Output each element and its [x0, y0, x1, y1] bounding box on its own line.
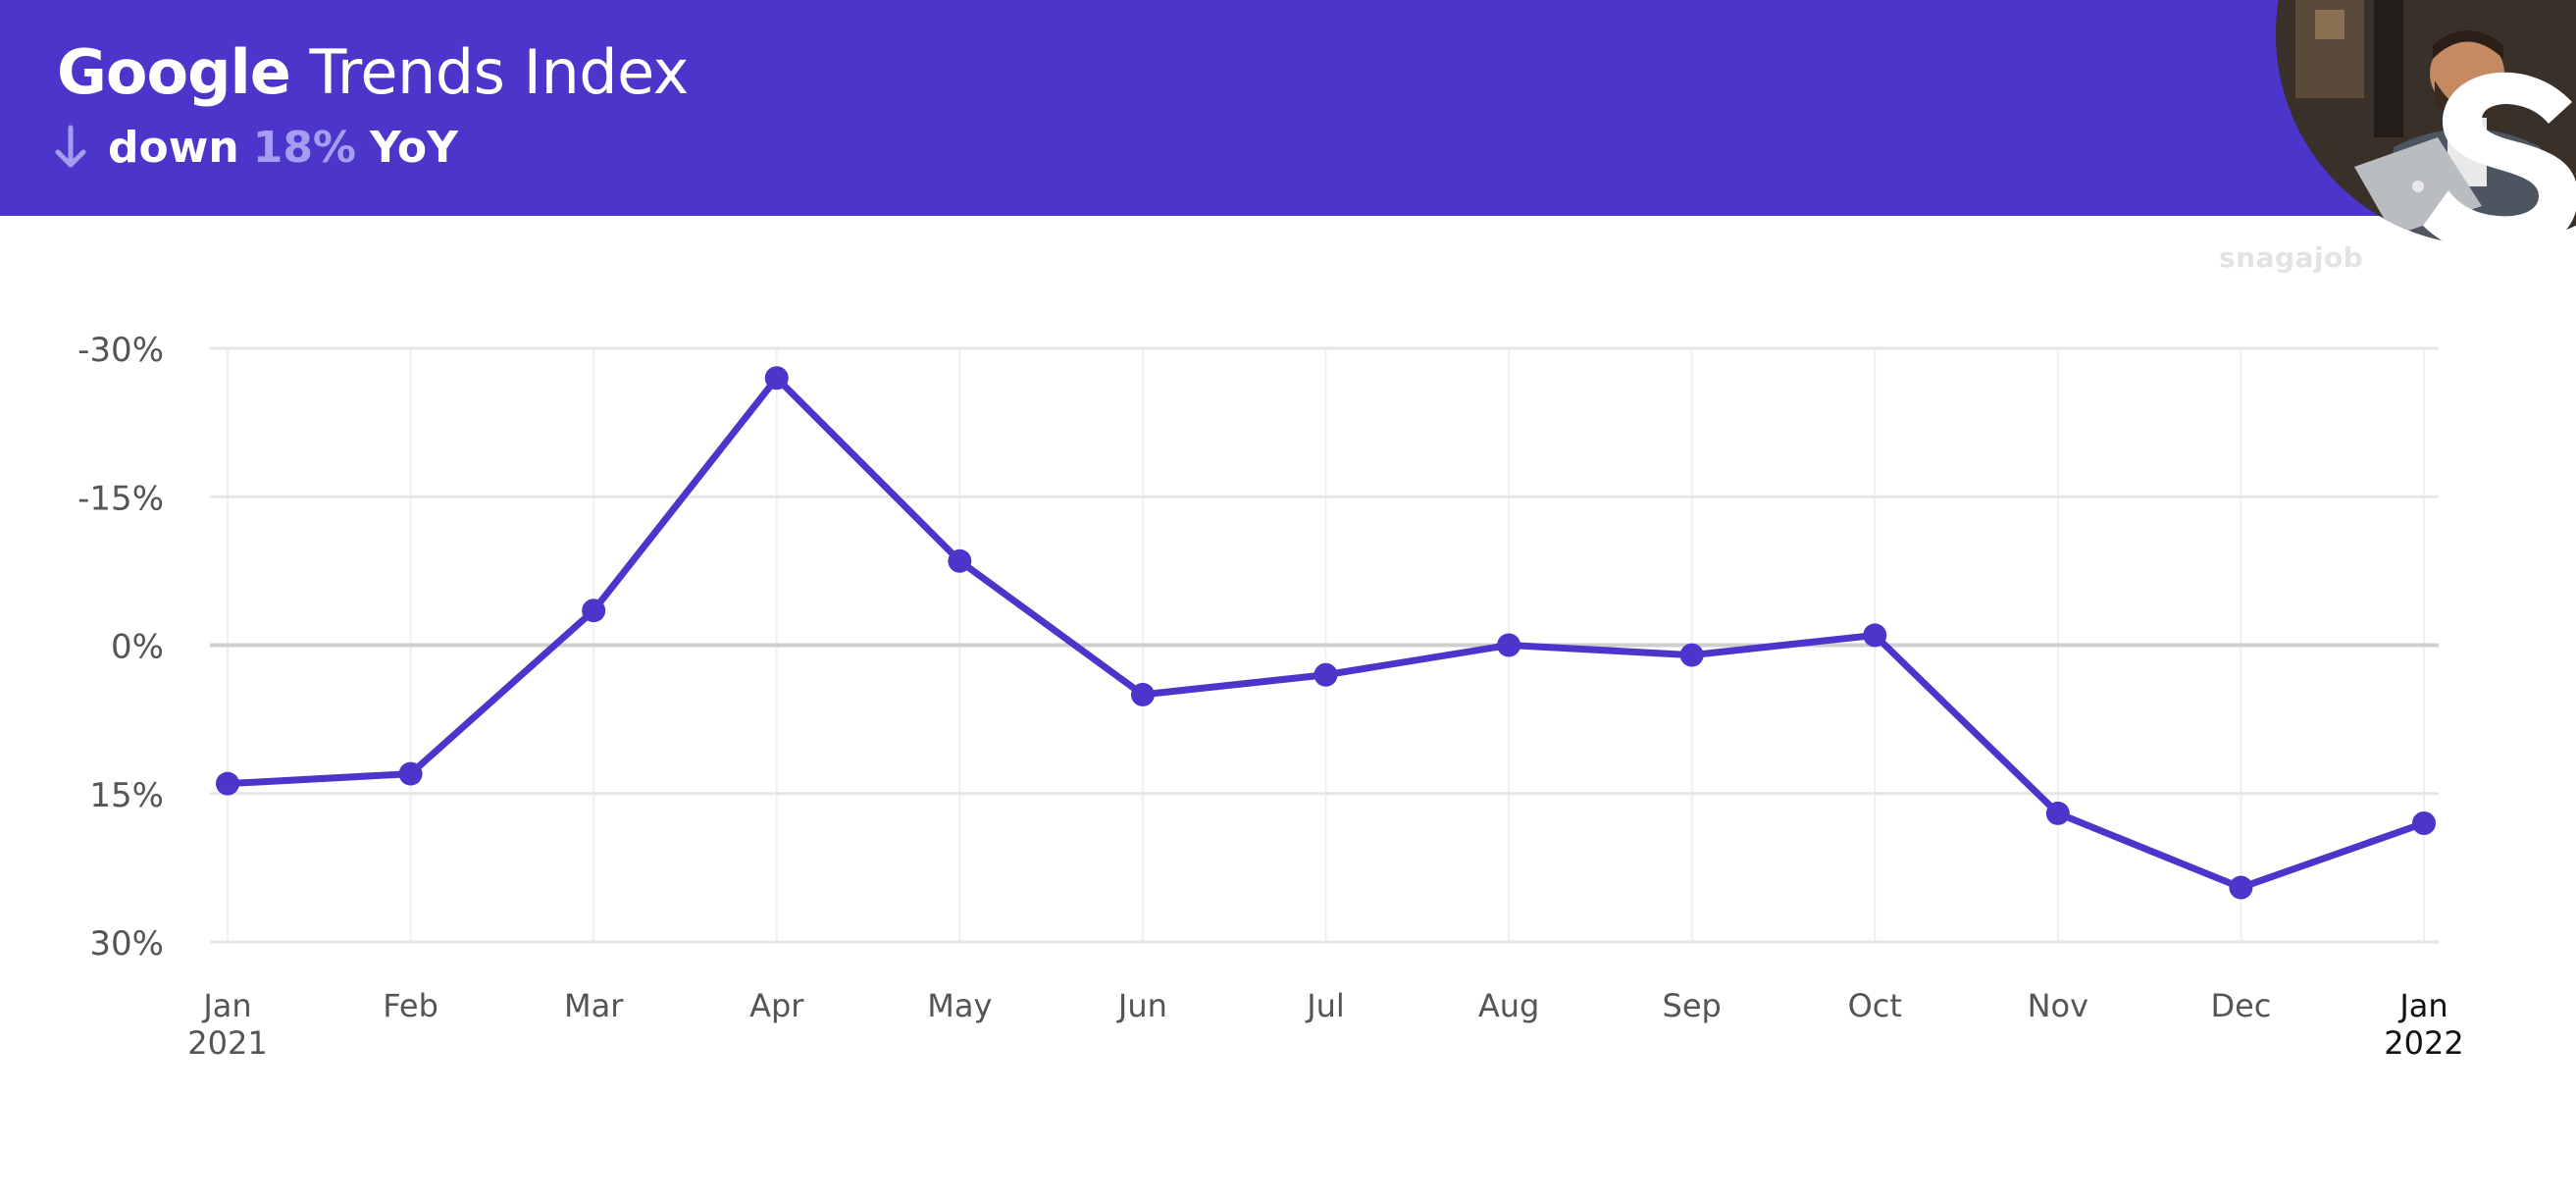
- x-tick-label: Jul: [1305, 987, 1345, 1024]
- x-tick-label: Dec: [2210, 987, 2271, 1024]
- data-point: [2412, 811, 2436, 835]
- page-title: Google Trends Index: [57, 33, 689, 112]
- data-point: [1130, 682, 1155, 706]
- trend-value: 18%: [252, 122, 357, 173]
- x-tick-label: Jan: [2397, 987, 2447, 1024]
- data-point: [764, 366, 789, 391]
- x-tick-label: Oct: [1848, 987, 1902, 1024]
- chart-grid: [210, 346, 2439, 944]
- y-tick-label: -30%: [77, 331, 164, 370]
- arrow-down-icon: [53, 124, 88, 171]
- y-axis-ticks: -30% -15% 0% 15% 30%: [77, 331, 164, 964]
- data-point: [1679, 643, 1704, 667]
- x-tick-label: Jun: [1116, 987, 1167, 1024]
- y-tick-label: 0%: [111, 628, 164, 667]
- data-point: [1863, 623, 1887, 648]
- x-tick-label: Nov: [2028, 987, 2088, 1024]
- trend-suffix: YoY: [370, 122, 458, 173]
- data-point: [582, 599, 606, 623]
- x-tick-label: Aug: [1478, 987, 1539, 1024]
- data-point: [398, 761, 423, 786]
- snagajob-s-logo: [2423, 72, 2576, 255]
- title-brand: Google: [57, 36, 291, 108]
- x-tick-label: Feb: [383, 987, 438, 1024]
- data-point: [2045, 801, 2070, 825]
- brand-wordmark: snagajob: [2219, 241, 2364, 274]
- data-point: [1314, 662, 1338, 687]
- series-points: [216, 366, 2436, 900]
- x-tick-label: Sep: [1663, 987, 1722, 1024]
- y-tick-label: 30%: [89, 924, 164, 964]
- header-banner: Google Trends Index down 18% YoY: [0, 0, 2576, 216]
- data-point: [948, 548, 972, 573]
- title-rest: Trends Index: [309, 36, 689, 108]
- y-tick-label: 15%: [89, 776, 164, 815]
- data-point: [1497, 633, 1521, 657]
- trend-summary: down 18% YoY: [53, 116, 458, 179]
- x-tick-label: Apr: [749, 987, 804, 1024]
- data-point: [216, 771, 239, 796]
- x-tick-year-label: 2021: [187, 1024, 267, 1062]
- x-tick-label: Mar: [564, 987, 624, 1024]
- y-tick-label: -15%: [77, 479, 164, 518]
- x-tick-label: Jan: [201, 987, 251, 1024]
- x-tick-label: May: [927, 987, 992, 1024]
- x-tick-year-label: 2022: [2384, 1024, 2463, 1062]
- data-point: [2229, 875, 2253, 900]
- trend-direction: down: [108, 122, 239, 173]
